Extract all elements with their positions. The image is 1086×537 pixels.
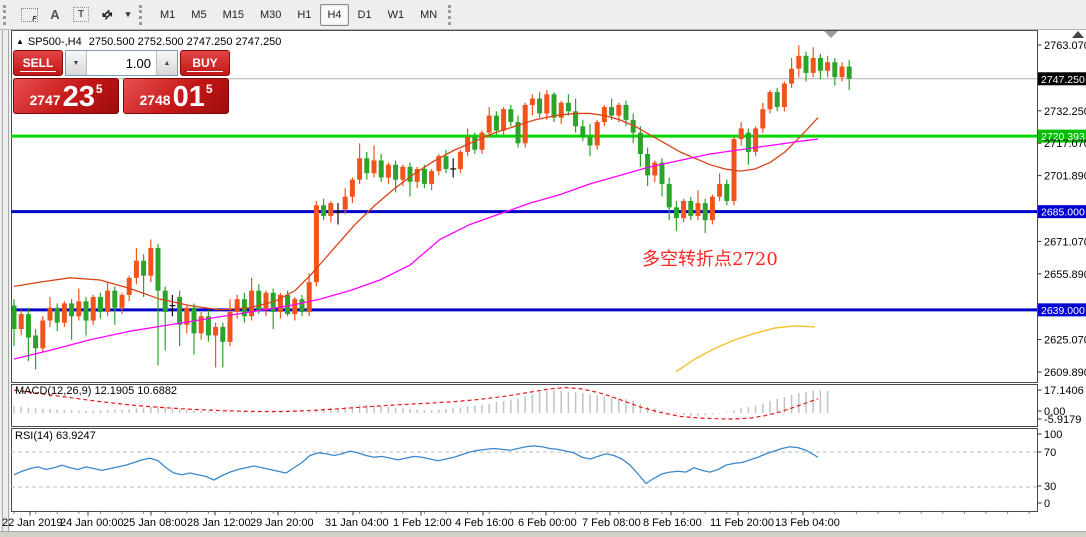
volume-decrease-button[interactable]: ▼ [66, 51, 87, 75]
text-box-icon[interactable]: T [70, 4, 92, 26]
chart-title: ▲ SP500-,H4 2750.500 2752.500 2747.250 274… [16, 36, 281, 48]
ma-yellow-line [675, 325, 816, 373]
date-axis-label: 4 Feb 16:00 [455, 517, 514, 529]
toolbar-drag-handle[interactable] [3, 4, 10, 25]
chart-text-annotation: 多空转折点2720 [642, 249, 778, 270]
symbol-title-arrow-icon[interactable]: ▲ [16, 37, 24, 46]
price-tag-2639.000 [1038, 303, 1086, 317]
macd-signal-line [13, 386, 819, 420]
timeframe-button-h4[interactable]: H4 [320, 3, 349, 26]
date-axis-label: 1 Feb 12:00 [393, 517, 452, 529]
chart-window-icon[interactable]: F [18, 4, 40, 26]
price-tag-text: 2747.250 [1041, 74, 1085, 86]
text-box-icon-glyph: T [73, 7, 89, 22]
price-tag-2685.000 [1038, 205, 1086, 219]
symbol-timeframe-label: SP500-,H4 [27, 36, 82, 48]
sell-price-pips: 23 [62, 81, 95, 113]
ma-magenta-line [13, 138, 819, 360]
sell-price-whole: 2747 [29, 92, 61, 108]
timeframe-button-m5[interactable]: M5 [191, 8, 207, 21]
macd-panel [13, 386, 829, 420]
timeframe-button-d1[interactable]: D1 [357, 8, 372, 21]
toolbar: F A T ⇵ ▾ M1 M5 M15 M30 H1 H4 D1 W1 MN [0, 0, 1086, 30]
date-axis-label: 7 Feb 08:00 [582, 517, 641, 529]
price-axis[interactable]: 2763.070 2747.250 2732.250 2720.3932717.070… [1037, 40, 1086, 510]
date-axis-label: 24 Jan 00:00 [60, 517, 124, 529]
date-axis-label: 25 Jan 08:00 [123, 517, 187, 529]
price-axis-label: 2717.070 [1044, 138, 1086, 150]
chart-shift-marker-icon[interactable] [824, 31, 838, 38]
timeframe-button-h1[interactable]: H1 [297, 8, 312, 21]
price-axis-label: 2763.070 [1044, 40, 1086, 52]
date-axis-label: 8 Feb 16:00 [643, 517, 702, 529]
timeframe-button-m1[interactable]: M1 [160, 8, 176, 21]
timeframe-button-w1[interactable]: W1 [387, 8, 405, 21]
rsi-indicator-label: RSI(14) 63.9247 [15, 430, 96, 442]
timeframe-button-m30[interactable]: M30 [259, 8, 282, 21]
macd-axis-label: 17.1406 [1044, 385, 1084, 397]
toolbar-separator-end [448, 4, 455, 25]
sell-button[interactable]: SELL [13, 50, 63, 76]
sell-price-box[interactable]: 2747 23 5 [13, 78, 119, 114]
price-tag-2720.393 [1038, 129, 1086, 143]
price-axis-label: 2732.250 [1044, 106, 1086, 118]
candlestick-series [11, 45, 852, 370]
price-tag-text: 2720.393 [1041, 131, 1085, 143]
buy-price-pips: 01 [172, 81, 205, 113]
volume-stepper: ▼ 1.00 ▲ [65, 50, 178, 76]
date-axis-label: 29 Jan 20:00 [250, 517, 314, 529]
chart-window-icon-glyph: F [32, 15, 37, 23]
price-tag-text: 2685.000 [1041, 207, 1085, 219]
buy-price-fraction: 5 [205, 82, 213, 96]
buy-button[interactable]: BUY [180, 50, 230, 76]
ma-red-line [13, 112, 819, 311]
scale-scroll-marker-icon[interactable] [1072, 31, 1084, 38]
price-axis-label: 2655.890 [1044, 269, 1086, 281]
macd-indicator-label: MACD(12,26,9) 12.1905 10.6882 [15, 385, 178, 397]
one-click-trade-panel: SELL ▼ 1.00 ▲ BUY 2747 23 5 2748 01 5 [13, 50, 230, 114]
volume-input[interactable]: 1.00 [125, 55, 151, 71]
price-tag-text: 2639.000 [1041, 305, 1085, 317]
price-axis-label: 2609.890 [1044, 367, 1086, 379]
style-dropdown-arrow-icon[interactable]: ▾ [125, 9, 131, 19]
rsi-axis-label: 0 [1044, 498, 1050, 510]
date-axis-label: 11 Feb 20:00 [710, 517, 774, 529]
price-axis-label: 2625.070 [1044, 335, 1086, 347]
timeframe-button-group: M1 M5 M15 M30 H1 H4 D1 W1 MN [152, 3, 445, 26]
timeframe-button-mn[interactable]: MN [420, 8, 438, 21]
rsi-axis-label: 70 [1044, 447, 1056, 459]
date-axis-label: 31 Jan 04:00 [325, 517, 389, 529]
buy-price-box[interactable]: 2748 01 5 [123, 78, 229, 114]
date-axis-label: 22 Jan 2019 [2, 517, 63, 529]
ohlc-values: 2750.500 2752.500 2747.250 2747.250 [88, 36, 282, 48]
buy-price-whole: 2748 [139, 92, 171, 108]
color-style-icon[interactable]: ⇵ [98, 5, 116, 24]
price-axis-label: 2701.890 [1044, 171, 1086, 183]
macd-axis-label: 0.00 [1044, 406, 1065, 418]
macd-axis-label: -5.9179 [1044, 414, 1081, 426]
rsi-axis-label: 30 [1044, 481, 1056, 493]
date-axis-label: 13 Feb 04:00 [775, 517, 840, 529]
date-axis-label: 28 Jan 12:00 [187, 517, 251, 529]
rsi-axis-label: 100 [1044, 429, 1062, 441]
timeframe-button-m15[interactable]: M15 [222, 8, 244, 21]
price-axis-label: 2671.070 [1044, 236, 1086, 248]
text-annotation-icon[interactable]: A [50, 7, 60, 22]
main-chart-area[interactable] [11, 31, 1037, 373]
price-tag-2747.250 [1038, 72, 1086, 86]
toolbar-separator [139, 4, 146, 25]
rsi-panel [11, 445, 1037, 488]
sell-price-fraction: 5 [95, 82, 103, 96]
volume-increase-button[interactable]: ▲ [156, 51, 177, 75]
rsi-line [13, 445, 819, 485]
date-axis-label: 6 Feb 00:00 [518, 517, 577, 529]
